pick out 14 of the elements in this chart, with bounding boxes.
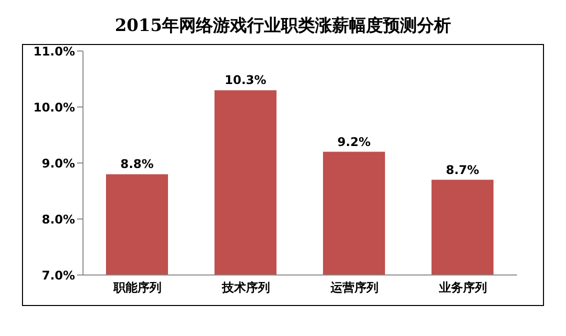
x-tick-label: 技术序列	[220, 280, 270, 295]
chart-title: 2015年网络游戏行业职类涨薪幅度预测分析	[114, 15, 452, 38]
x-tick-label: 职能序列	[112, 280, 162, 295]
x-tick-label: 运营序列	[329, 280, 378, 295]
y-tick-label: 11.0%	[33, 44, 75, 58]
x-tick-label: 业务序列	[438, 280, 487, 295]
data-label: 8.8%	[120, 157, 154, 172]
y-tick-label: 10.0%	[33, 100, 75, 114]
data-label: 10.3%	[224, 73, 266, 88]
y-tick-label: 9.0%	[42, 156, 75, 170]
data-label: 8.7%	[446, 162, 480, 177]
data-label: 9.2%	[337, 134, 371, 149]
y-tick-label: 8.0%	[42, 212, 75, 226]
y-tick-label: 7.0%	[42, 268, 75, 282]
